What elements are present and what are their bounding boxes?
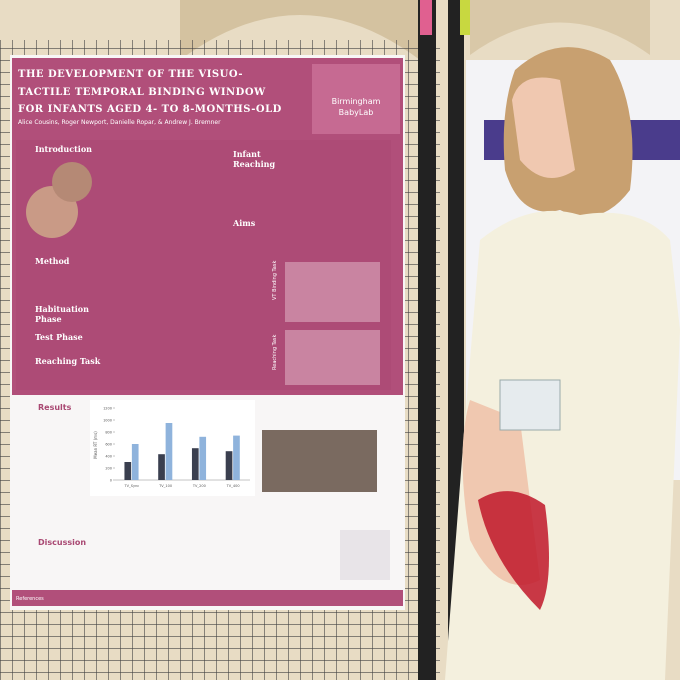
arch [180,0,420,60]
x-tick-label: TV_100 [158,484,172,488]
authors: Alice Cousins, Roger Newport, Danielle R… [18,119,221,126]
y-tick-label: 600 [105,443,112,447]
task-label: Reaching Task [272,334,278,370]
section-heading: Phase [35,314,62,324]
task-diagram [285,330,380,385]
x-tick-label: TV_200 [192,484,206,488]
section-heading: Habituation [35,304,89,314]
pole-tape [420,0,432,35]
section-heading: Test Phase [35,332,83,342]
y-tick-label: 400 [105,455,112,459]
section-heading: References [16,596,44,602]
y-tick-label: 1200 [103,407,112,411]
section-heading: Reaching Task [35,356,101,366]
badge [499,379,561,431]
section-heading: Aims [232,218,256,228]
logo-text: Birmingham [332,97,381,106]
x-tick-label: TV_400 [226,484,240,488]
y-tick-label: 1000 [103,419,112,423]
task-diagram [285,262,380,322]
section-heading: Introduction [35,144,92,154]
results-chart: 0 200 400 600 800 1000 1200 Mean RT (ms) TV_Sync… [90,400,255,496]
fan [478,491,549,610]
x-tick-label: TV_Sync [124,484,140,488]
bar [165,423,173,480]
section-heading: Reaching [233,159,275,169]
section-heading: Discussion [38,538,86,547]
y-tick-label: 0 [110,479,112,483]
infant-photo [52,162,92,202]
logo-text: BabyLab [339,108,374,117]
bar [124,462,132,480]
arch [470,0,650,55]
pole-tape [460,0,470,35]
poster-title: THE DEVELOPMENT OF THE VISUO- [18,69,243,80]
bar [158,454,165,480]
bar [191,448,199,480]
bar [233,435,240,480]
pole [418,0,436,680]
y-tick-label: 800 [105,431,112,435]
bar [225,451,233,480]
face [512,77,575,178]
bar [199,436,207,480]
section-heading: Method [35,256,70,266]
references-band [12,590,403,606]
bar [131,444,139,480]
y-axis-label: Mean RT (ms) [93,431,98,459]
section-heading: Infant [233,149,261,159]
poster-title: FOR INFANTS AGED 4- TO 8-MONTHS-OLD [18,104,282,115]
task-label: VT Binding Task [272,261,278,300]
poster-title: TACTILE TEMPORAL BINDING WINDOW [18,87,266,98]
section-heading: Results [38,403,72,412]
results-photos [262,430,377,492]
logos [340,530,390,580]
logo-box [312,64,400,134]
y-tick-label: 200 [105,467,112,471]
chart-bg [90,400,255,496]
